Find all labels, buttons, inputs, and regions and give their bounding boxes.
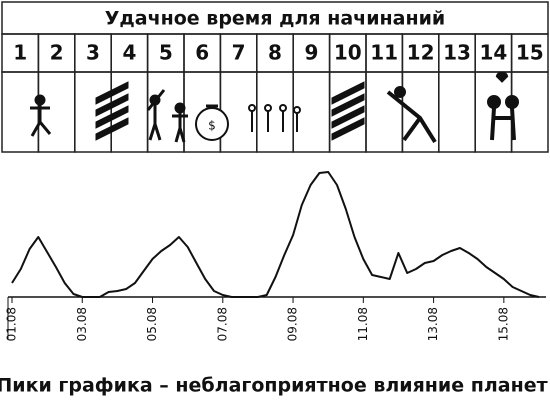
icons: $ <box>30 71 519 144</box>
person-icon <box>30 94 52 137</box>
x-tick-label: 09.08 <box>286 307 300 341</box>
day-number: 14 <box>479 41 507 65</box>
icon-cell <box>1 71 40 153</box>
stripes-icon <box>331 81 365 141</box>
day-number: 7 <box>232 41 246 65</box>
icon-cell <box>510 71 549 153</box>
day-number: 15 <box>516 41 544 65</box>
day-columns: 1 2 3 4 5 6 7 8 9 10 11 12 13 14 15 <box>1 33 549 153</box>
day-number: 9 <box>304 41 318 65</box>
day-number: 2 <box>50 41 64 65</box>
stripes-icon <box>95 81 129 141</box>
x-tick-label: 07.08 <box>215 307 229 341</box>
couple-icon <box>487 71 519 141</box>
x-tick-label: 11.08 <box>356 307 370 341</box>
day-number: 6 <box>195 41 209 65</box>
icon-cell <box>438 71 476 153</box>
dancers-icon <box>248 104 301 132</box>
day-number: 10 <box>334 41 362 65</box>
table-title: Удачное время для начинаний <box>105 8 445 30</box>
stretch-icon <box>386 86 437 144</box>
icon-cell <box>365 71 404 153</box>
day-number: 4 <box>122 41 136 65</box>
day-number: 3 <box>86 41 100 65</box>
x-tick-label: 03.08 <box>75 307 89 341</box>
icon-cell <box>256 71 294 153</box>
icon-cell <box>37 71 76 153</box>
data-line <box>11 171 540 298</box>
svg-text:$: $ <box>208 119 216 133</box>
day-number: 12 <box>407 41 435 65</box>
x-tick-label: 01.08 <box>5 307 19 341</box>
x-tick-label: 05.08 <box>145 307 159 341</box>
x-tick-label: 15.08 <box>496 307 510 341</box>
icon-cell <box>74 71 112 153</box>
x-tick-label: 13.08 <box>426 307 440 341</box>
bag-icon: $ <box>195 104 229 141</box>
day-number: 8 <box>268 41 282 65</box>
day-number: 11 <box>370 41 398 65</box>
plot: 01.08 03.08 05.08 07.08 09.08 11.08 13.08 15.08 <box>5 171 546 341</box>
caption: Пики графика – неблагоприятное влияние п… <box>0 375 548 397</box>
day-number: 5 <box>159 41 173 65</box>
day-number: 13 <box>443 41 471 65</box>
day-number: 1 <box>13 41 27 65</box>
people-icon <box>146 89 188 143</box>
